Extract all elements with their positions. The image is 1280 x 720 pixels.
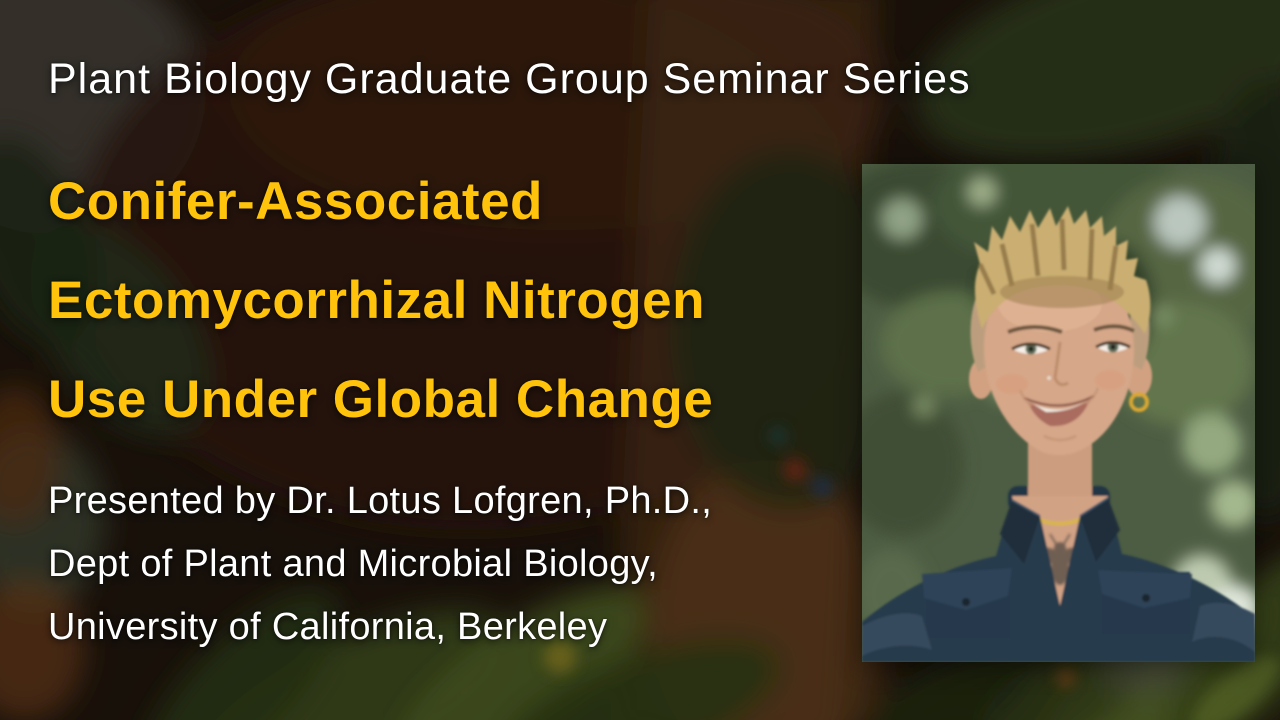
speaker-figure xyxy=(862,206,1255,662)
series-title: Plant Biology Graduate Group Seminar Ser… xyxy=(48,55,971,103)
seminar-title-line-2: Ectomycorrhizal Nitrogen xyxy=(48,271,705,330)
gold-earring xyxy=(1129,392,1149,412)
eyes xyxy=(1011,341,1131,355)
seminar-title: Conifer-Associated Ectomycorrhizal Nitro… xyxy=(48,152,713,449)
presenter-line-1: Presented by Dr. Lotus Lofgren, Ph.D., xyxy=(48,480,713,522)
speaker-portrait-illustration xyxy=(862,164,1255,662)
presenter-line-2: Dept of Plant and Microbial Biology, xyxy=(48,543,658,585)
smile xyxy=(1018,387,1100,427)
seminar-title-line-1: Conifer-Associated xyxy=(48,172,543,231)
hair xyxy=(974,206,1151,334)
presenter-line-3: University of California, Berkeley xyxy=(48,606,608,648)
seminar-title-line-3: Use Under Global Change xyxy=(48,370,714,429)
speaker-photo xyxy=(862,164,1255,662)
presenter-info: Presented by Dr. Lotus Lofgren, Ph.D., D… xyxy=(48,470,712,659)
